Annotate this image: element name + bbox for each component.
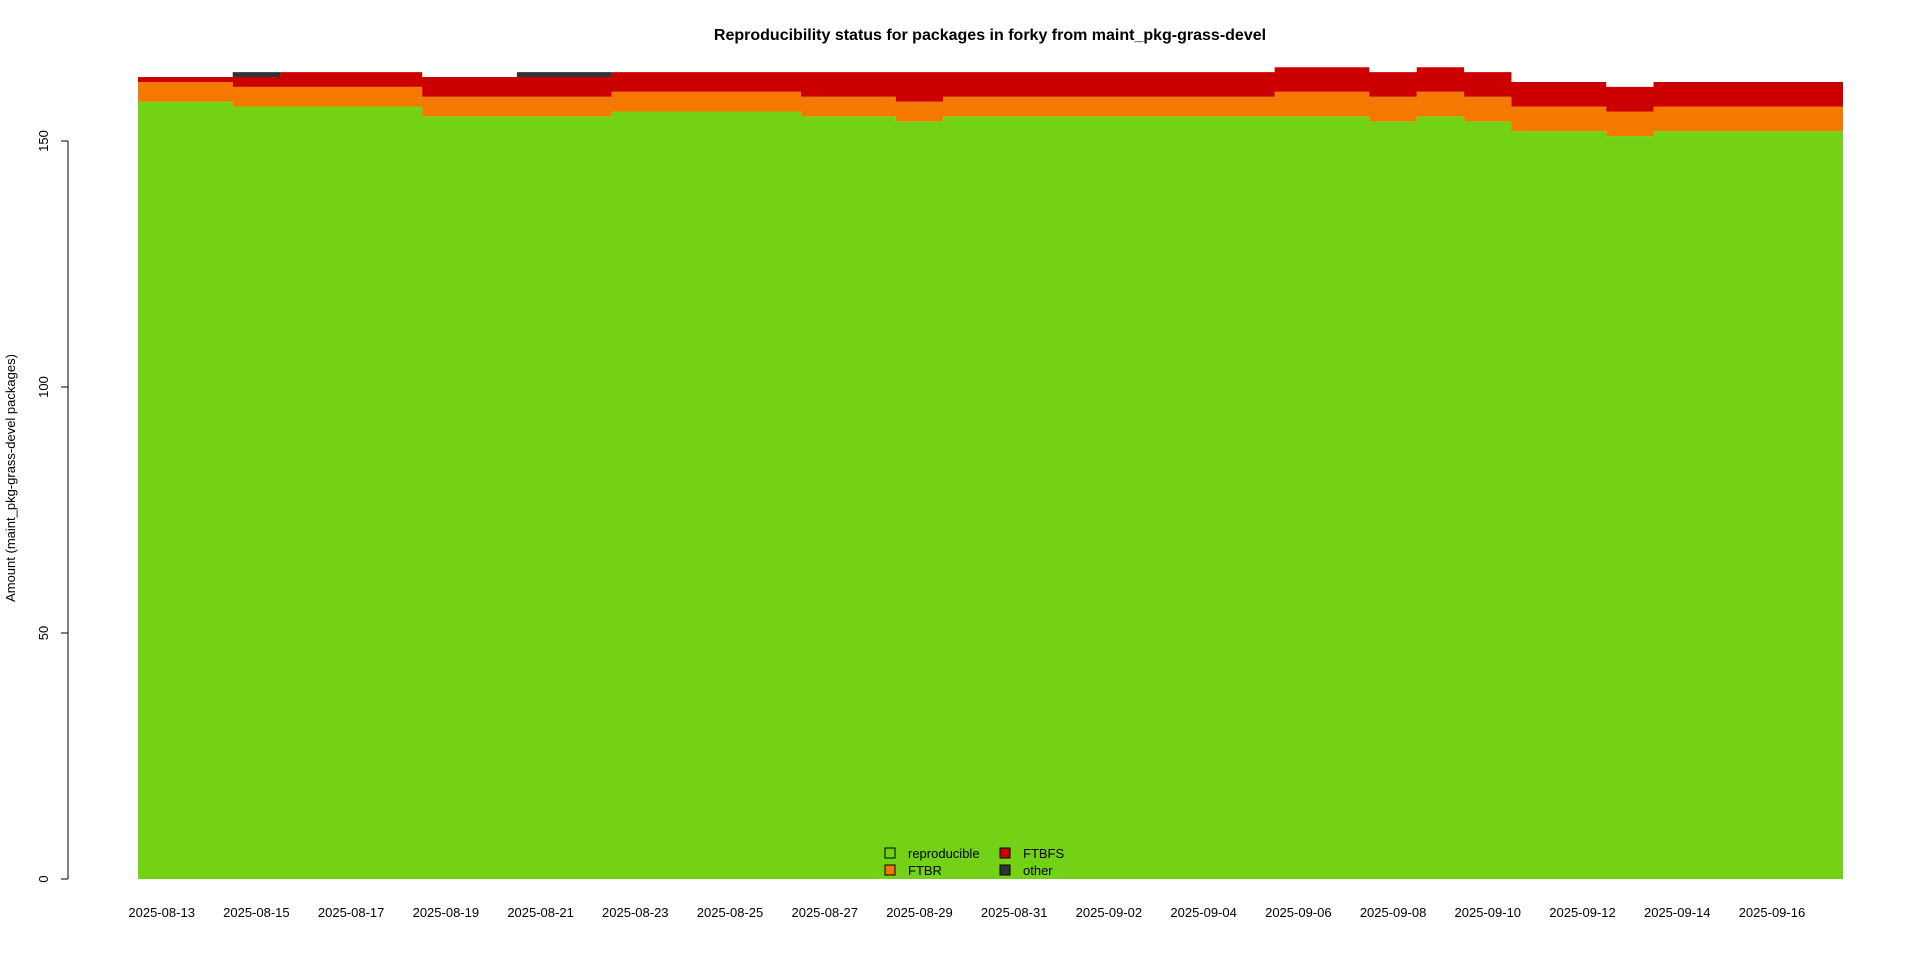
y-axis-label: Amount (maint_pkg-grass-devel packages) xyxy=(3,354,18,602)
x-tick-label: 2025-09-06 xyxy=(1265,905,1332,920)
x-tick-label: 2025-09-14 xyxy=(1644,905,1711,920)
x-tick-label: 2025-09-04 xyxy=(1170,905,1237,920)
x-tick-label: 2025-08-19 xyxy=(413,905,480,920)
legend-swatch xyxy=(884,847,896,859)
legend-swatch xyxy=(999,847,1011,859)
area-ftbfs xyxy=(138,67,1843,112)
chart-title: Reproducibility status for packages in f… xyxy=(714,27,1266,44)
x-tick-label: 2025-09-12 xyxy=(1549,905,1616,920)
x-tick-label: 2025-08-23 xyxy=(602,905,669,920)
legend-item-ftbfs: FTBFS xyxy=(999,846,1064,861)
x-tick-label: 2025-09-10 xyxy=(1455,905,1522,920)
y-tick-label: 150 xyxy=(36,130,51,152)
x-tick-label: 2025-09-08 xyxy=(1360,905,1427,920)
legend-label: other xyxy=(1023,863,1053,878)
y-tick-label: 100 xyxy=(36,376,51,398)
x-tick-label: 2025-08-13 xyxy=(128,905,195,920)
x-tick-label: 2025-09-16 xyxy=(1739,905,1806,920)
legend-item-reproducible: reproducible xyxy=(884,846,980,861)
legend-label: FTBFS xyxy=(1023,846,1064,861)
legend-label: reproducible xyxy=(908,846,980,861)
x-tick-label: 2025-08-27 xyxy=(791,905,858,920)
legend-item-ftbr: FTBR xyxy=(884,863,942,878)
legend-swatch xyxy=(999,864,1011,876)
x-tick-label: 2025-08-25 xyxy=(697,905,764,920)
stacked-areas xyxy=(138,67,1843,879)
legend-item-other: other xyxy=(999,863,1053,878)
y-tick-label: 0 xyxy=(36,875,51,882)
y-axis: 0 50 100 150 xyxy=(36,130,69,883)
area-reproducible xyxy=(138,101,1843,879)
y-tick-label: 50 xyxy=(36,626,51,640)
legend-swatch xyxy=(884,864,896,876)
x-tick-label: 2025-08-17 xyxy=(318,905,385,920)
x-tick-label: 2025-08-15 xyxy=(223,905,290,920)
x-tick-label: 2025-08-29 xyxy=(886,905,953,920)
x-tick-label: 2025-08-31 xyxy=(981,905,1048,920)
legend: reproducible FTBR FTBFS other xyxy=(884,846,1064,878)
legend-label: FTBR xyxy=(908,863,942,878)
x-tick-label: 2025-09-02 xyxy=(1076,905,1143,920)
x-axis: 2025-08-13 2025-08-15 2025-08-17 2025-08-19… xyxy=(128,905,1805,920)
x-tick-label: 2025-08-21 xyxy=(507,905,574,920)
